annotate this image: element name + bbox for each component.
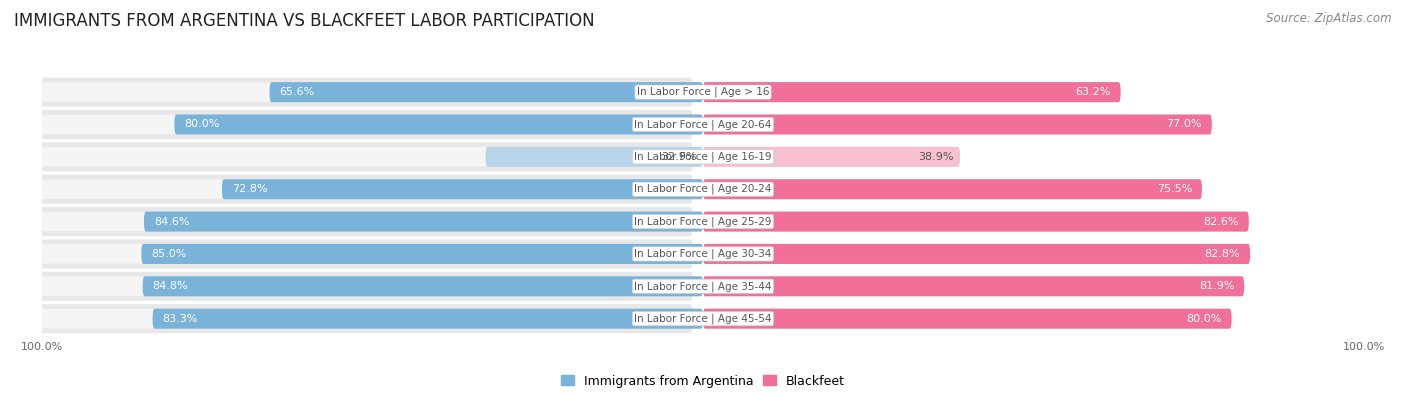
FancyBboxPatch shape <box>0 207 693 236</box>
FancyBboxPatch shape <box>703 212 1249 231</box>
Text: 82.6%: 82.6% <box>1204 216 1239 227</box>
Text: 75.5%: 75.5% <box>1157 184 1192 194</box>
Text: In Labor Force | Age 35-44: In Labor Force | Age 35-44 <box>634 281 772 292</box>
FancyBboxPatch shape <box>485 147 703 167</box>
FancyBboxPatch shape <box>0 142 693 171</box>
Text: 72.8%: 72.8% <box>232 184 267 194</box>
Text: In Labor Force | Age 20-64: In Labor Force | Age 20-64 <box>634 119 772 130</box>
Text: 83.3%: 83.3% <box>163 314 198 324</box>
FancyBboxPatch shape <box>0 272 693 301</box>
Text: 85.0%: 85.0% <box>152 249 187 259</box>
FancyBboxPatch shape <box>0 175 693 204</box>
FancyBboxPatch shape <box>0 212 692 231</box>
FancyBboxPatch shape <box>141 244 703 264</box>
FancyBboxPatch shape <box>222 179 703 199</box>
Text: In Labor Force | Age 20-24: In Labor Force | Age 20-24 <box>634 184 772 194</box>
FancyBboxPatch shape <box>703 179 1202 199</box>
Legend: Immigrants from Argentina, Blackfeet: Immigrants from Argentina, Blackfeet <box>557 370 849 393</box>
Text: 80.0%: 80.0% <box>1187 314 1222 324</box>
Text: 81.9%: 81.9% <box>1199 281 1234 291</box>
Text: Source: ZipAtlas.com: Source: ZipAtlas.com <box>1267 12 1392 25</box>
FancyBboxPatch shape <box>0 304 693 333</box>
FancyBboxPatch shape <box>0 276 692 296</box>
FancyBboxPatch shape <box>0 83 692 102</box>
FancyBboxPatch shape <box>0 115 692 134</box>
Text: 32.9%: 32.9% <box>661 152 696 162</box>
Text: 84.8%: 84.8% <box>152 281 188 291</box>
Text: In Labor Force | Age 16-19: In Labor Force | Age 16-19 <box>634 152 772 162</box>
FancyBboxPatch shape <box>0 179 692 199</box>
FancyBboxPatch shape <box>142 276 703 296</box>
FancyBboxPatch shape <box>0 110 693 139</box>
FancyBboxPatch shape <box>0 244 692 263</box>
Text: 65.6%: 65.6% <box>280 87 315 97</box>
FancyBboxPatch shape <box>703 147 960 167</box>
FancyBboxPatch shape <box>0 147 692 167</box>
FancyBboxPatch shape <box>0 239 693 269</box>
FancyBboxPatch shape <box>703 115 1212 135</box>
Text: 38.9%: 38.9% <box>918 152 953 162</box>
Text: IMMIGRANTS FROM ARGENTINA VS BLACKFEET LABOR PARTICIPATION: IMMIGRANTS FROM ARGENTINA VS BLACKFEET L… <box>14 12 595 30</box>
Text: In Labor Force | Age > 16: In Labor Force | Age > 16 <box>637 87 769 98</box>
FancyBboxPatch shape <box>703 244 1250 264</box>
FancyBboxPatch shape <box>143 212 703 231</box>
Text: In Labor Force | Age 30-34: In Labor Force | Age 30-34 <box>634 249 772 259</box>
FancyBboxPatch shape <box>0 77 693 107</box>
Text: In Labor Force | Age 45-54: In Labor Force | Age 45-54 <box>634 313 772 324</box>
Text: 82.8%: 82.8% <box>1205 249 1240 259</box>
FancyBboxPatch shape <box>0 309 692 328</box>
FancyBboxPatch shape <box>703 276 1244 296</box>
FancyBboxPatch shape <box>703 82 1121 102</box>
Text: In Labor Force | Age 25-29: In Labor Force | Age 25-29 <box>634 216 772 227</box>
Text: 63.2%: 63.2% <box>1076 87 1111 97</box>
Text: 80.0%: 80.0% <box>184 120 219 130</box>
FancyBboxPatch shape <box>152 308 703 329</box>
FancyBboxPatch shape <box>703 308 1232 329</box>
FancyBboxPatch shape <box>174 115 703 135</box>
FancyBboxPatch shape <box>270 82 703 102</box>
Text: 77.0%: 77.0% <box>1167 120 1202 130</box>
Text: 84.6%: 84.6% <box>153 216 190 227</box>
